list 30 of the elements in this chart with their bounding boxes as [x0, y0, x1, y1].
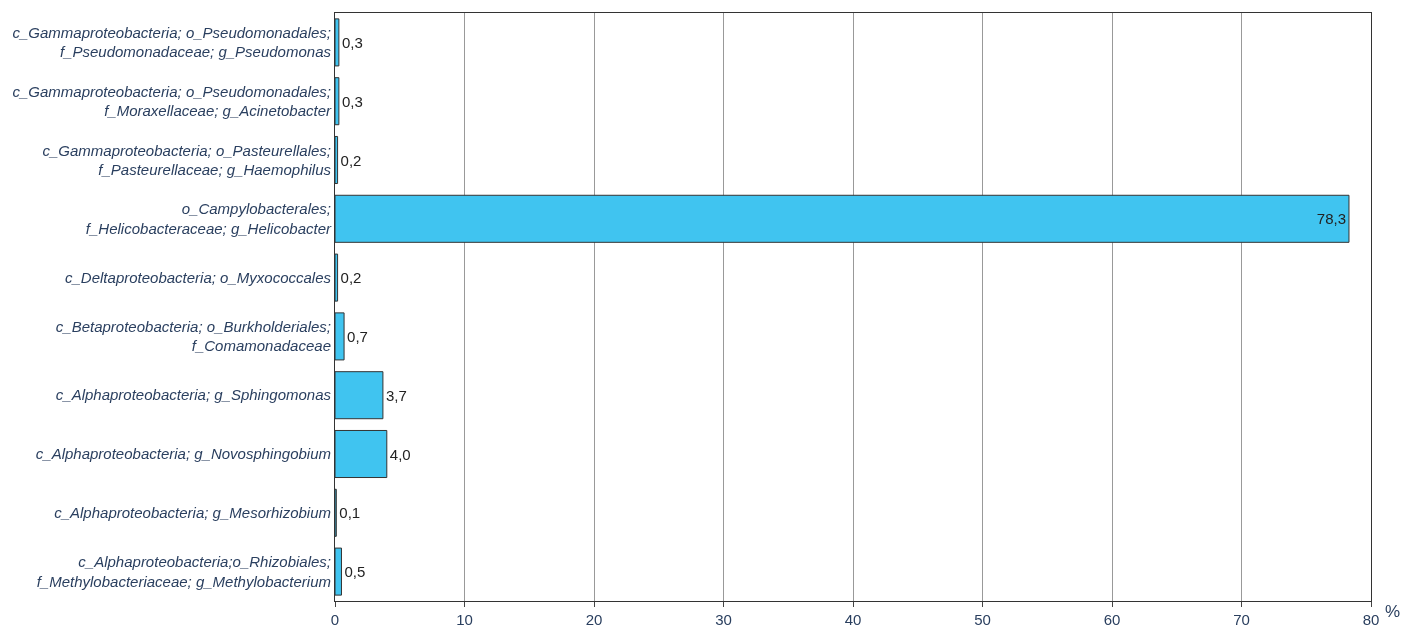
data-label: 0,2 — [340, 151, 362, 169]
y-tick-label: o_Campylobacterales; f_Helicobacteraceae; g_Helicobacter — [85, 200, 332, 237]
y-tick-label: c_Alphaproteobacteria;o_Rhizobiales; f_Methylobacteriaceae; g_Methylobacterium — [36, 553, 331, 590]
x-tick-label: 60 — [1103, 611, 1121, 628]
data-label: 4,0 — [389, 445, 411, 463]
data-label: 0,3 — [341, 33, 363, 51]
y-tick-label: c_Alphaproteobacteria; g_Mesorhizobium — [54, 504, 331, 522]
data-label: 0,7 — [347, 327, 368, 345]
data-label: 3,7 — [385, 386, 407, 404]
y-tick-label: c_Gammaproteobacteria; o_Pasteurellales; f_Pasteurellaceae; g_Haemophilus — [42, 141, 332, 178]
y-tick-label: c_Alphaproteobacteria; g_Sphingomonas — [55, 386, 332, 404]
x-tick-label: 80 — [1362, 611, 1380, 628]
data-label: 0,2 — [340, 269, 362, 287]
x-tick-label: 10 — [456, 611, 473, 628]
x-tick-label: 70 — [1233, 611, 1250, 628]
y-tick-label: c_Deltaproteobacteria; o_Myxococcales — [65, 268, 332, 286]
x-tick-label: 30 — [715, 611, 732, 628]
y-tick-label: c_Betaproteobacteria; o_Burkholderiales; f_Comamonadaceae — [55, 317, 331, 355]
y-tick-label: c_Gammaproteobacteria; o_Pseudomonadales; f_Moraxellaceae; g_Acinetobacter — [12, 82, 332, 120]
x-tick-label: 0 — [330, 611, 340, 628]
x-tick-label: 20 — [585, 611, 603, 628]
x-tick-label: 50 — [974, 611, 991, 628]
data-label: 0,1 — [339, 504, 361, 522]
x-tick-label: 40 — [844, 611, 862, 628]
y-tick-label: c_Alphaproteobacteria; g_Novosphingobium — [35, 445, 331, 463]
x-axis-title: % — [1385, 602, 1401, 621]
data-label: 0,3 — [341, 92, 363, 110]
data-label: 78,3 — [1316, 210, 1346, 228]
data-label: 0,5 — [344, 563, 366, 581]
y-tick-label: c_Gammaproteobacteria; o_Pseudomonadales; f_Pseudomonadaceae; g_Pseudomonas — [12, 23, 332, 61]
